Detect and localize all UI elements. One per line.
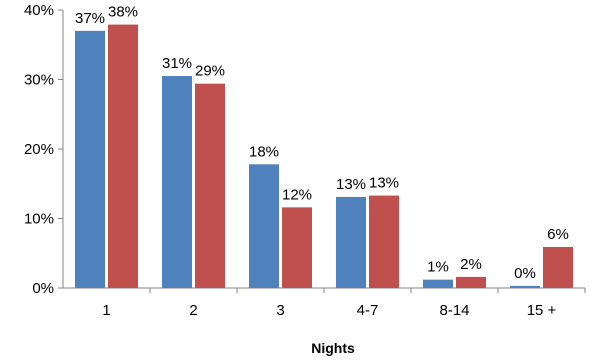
x-axis: 1 2 3 4-7 8-14 15 +	[63, 287, 586, 319]
bar-series2-8-14	[456, 276, 486, 288]
data-label: 37%	[75, 10, 105, 27]
data-label: 1%	[427, 259, 449, 276]
bar-series2-2	[195, 83, 225, 288]
data-label: 13%	[336, 176, 366, 193]
bar-series2-4-7	[369, 195, 399, 288]
y-tick-label: 0%	[32, 280, 54, 297]
data-label: 13%	[369, 175, 399, 192]
bar-series2-3	[282, 207, 312, 288]
x-tick-label: 3	[276, 302, 284, 319]
bar-series1-3	[249, 164, 279, 288]
y-tick-label: 20%	[24, 141, 54, 158]
x-tick-label: 8-14	[439, 302, 469, 319]
x-tick-label: 1	[102, 302, 110, 319]
y-axis: 0% 10% 20% 30% 40%	[24, 2, 64, 297]
data-label: 2%	[460, 256, 482, 273]
bar-series2-1	[108, 24, 138, 288]
bars	[75, 24, 573, 289]
bar-series1-2	[162, 76, 192, 289]
data-label: 6%	[547, 226, 569, 243]
bar-series2-15	[543, 246, 573, 288]
data-label: 38%	[108, 4, 138, 21]
data-label: 18%	[249, 143, 279, 160]
y-tick-label: 10%	[24, 211, 54, 228]
x-tick-label: 15 +	[527, 302, 557, 319]
bar-series1-4-7	[336, 196, 366, 288]
x-tick-label: 4-7	[357, 302, 379, 319]
y-tick-label: 30%	[24, 72, 54, 89]
data-label: 29%	[195, 63, 225, 80]
x-tick-label: 2	[189, 302, 197, 319]
bar-series1-8-14	[423, 279, 453, 288]
bar-series1-15	[510, 285, 540, 288]
data-label: 0%	[514, 265, 536, 282]
data-labels: 37% 38% 31% 29% 18% 12% 13% 13% 1% 2% 0% 6%	[75, 4, 569, 282]
data-label: 31%	[162, 55, 192, 72]
y-tick-label: 40%	[24, 2, 54, 19]
data-label: 12%	[282, 186, 312, 203]
x-axis-title: Nights	[311, 340, 355, 356]
bar-series1-1	[75, 30, 105, 288]
